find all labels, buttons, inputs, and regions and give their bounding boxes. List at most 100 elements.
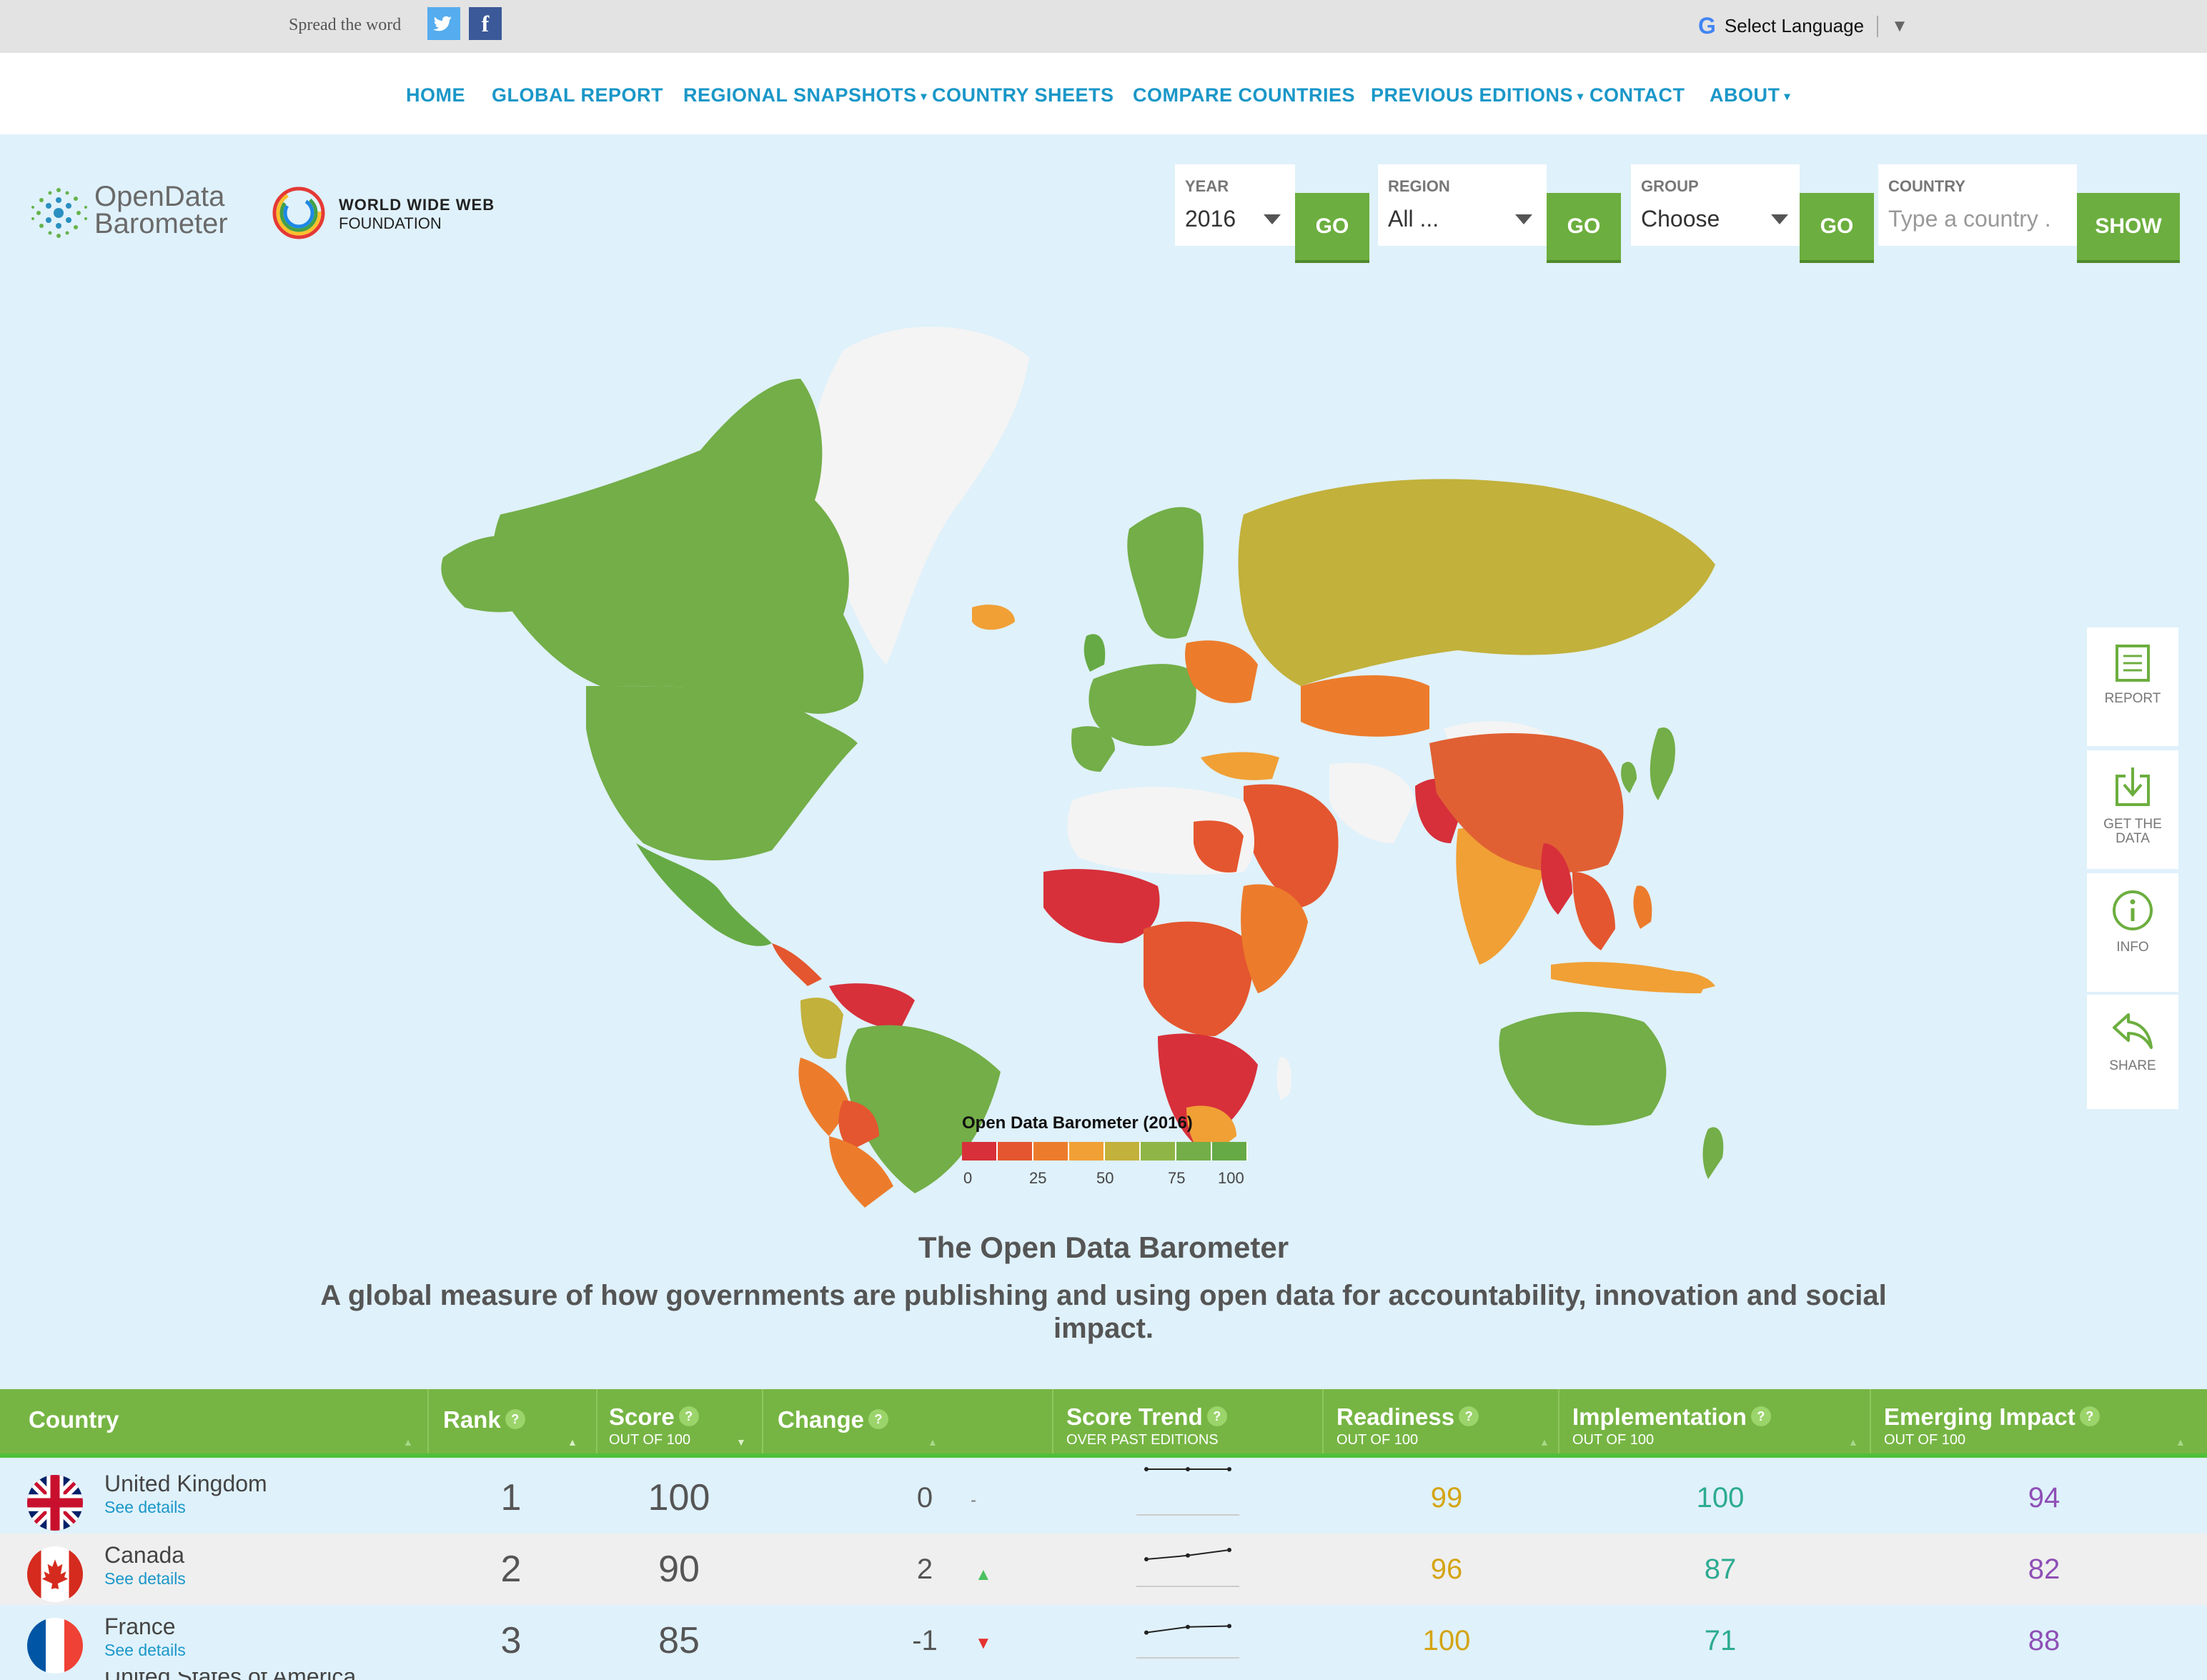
nav-global-report[interactable]: GLOBAL REPORT: [492, 84, 664, 106]
group-go-button[interactable]: GO: [1800, 193, 1874, 260]
map-eastern-europe[interactable]: [1185, 640, 1258, 703]
map-new-zealand[interactable]: [1702, 1127, 1724, 1179]
nav-country-sheets[interactable]: COUNTRY SHEETS: [932, 84, 1114, 106]
nav-home[interactable]: HOME: [406, 84, 465, 106]
info-button[interactable]: INFO: [2087, 873, 2178, 992]
map-western-europe[interactable]: [1088, 664, 1196, 746]
map-usa[interactable]: [586, 686, 858, 860]
map-southeast-asia[interactable]: [1572, 872, 1615, 950]
table-row[interactable]: Canada See details 2 90 2 ▲ 96 87 82: [0, 1534, 2207, 1605]
map-korea[interactable]: [1621, 762, 1637, 793]
web-foundation-logo[interactable]: WORLD WIDE WEB FOUNDATION: [270, 183, 506, 243]
map-kazakhstan[interactable]: [1301, 675, 1429, 737]
get-the-data-button[interactable]: GET THE DATA: [2087, 750, 2178, 869]
country-name[interactable]: France: [104, 1614, 176, 1639]
sort-icon[interactable]: ▲: [567, 1436, 577, 1448]
map-uk[interactable]: [1083, 634, 1106, 672]
map-new-guinea[interactable]: [1658, 970, 1715, 993]
table-row[interactable]: France See details 3 85 -1 ▼ 100 71 88: [0, 1605, 2207, 1676]
map-scandinavia[interactable]: [1127, 507, 1204, 639]
map-middle-east[interactable]: [1244, 784, 1339, 908]
world-map[interactable]: [400, 300, 1837, 1208]
header-readiness[interactable]: Readiness? OUT OF 100: [1336, 1403, 1479, 1448]
country-name[interactable]: United Kingdom: [104, 1471, 267, 1496]
sort-icon[interactable]: ▲: [1848, 1436, 1858, 1448]
map-turkey[interactable]: [1201, 752, 1279, 780]
map-australia[interactable]: [1499, 1012, 1667, 1125]
country-search-field[interactable]: COUNTRY Type a country .: [1878, 164, 2077, 246]
map-west-africa[interactable]: [1043, 869, 1160, 943]
map-egypt[interactable]: [1194, 820, 1244, 873]
map-iran[interactable]: [1329, 762, 1415, 843]
share-button[interactable]: SHARE: [2087, 995, 2178, 1109]
country-input-placeholder[interactable]: Type a country .: [1888, 206, 2051, 232]
region-select[interactable]: REGION All ...: [1378, 164, 1547, 246]
map-mexico[interactable]: [636, 843, 772, 946]
nav-compare-countries[interactable]: COMPARE COUNTRIES: [1133, 84, 1356, 106]
year-go-button[interactable]: GO: [1295, 193, 1369, 260]
map-philippines[interactable]: [1633, 885, 1652, 929]
region-go-button[interactable]: GO: [1547, 193, 1621, 260]
see-details-link[interactable]: See details: [104, 1641, 186, 1659]
map-brazil[interactable]: [845, 1025, 1001, 1193]
map-canada[interactable]: [492, 379, 864, 714]
country-name[interactable]: Canada: [104, 1542, 185, 1568]
map-myanmar[interactable]: [1541, 843, 1572, 915]
show-country-button[interactable]: SHOW: [2077, 193, 2180, 260]
language-selector[interactable]: G Select Language ▼: [1698, 13, 1908, 39]
map-japan[interactable]: [1650, 727, 1675, 800]
map-bolivia[interactable]: [838, 1100, 879, 1150]
help-icon[interactable]: ?: [1750, 1406, 1771, 1426]
sort-icon[interactable]: ▲: [928, 1436, 938, 1448]
help-icon[interactable]: ?: [678, 1406, 699, 1426]
twitter-share-button[interactable]: [427, 7, 460, 40]
sort-icon[interactable]: ▲: [2176, 1436, 2186, 1448]
map-central-america[interactable]: [772, 943, 822, 986]
map-venezuela[interactable]: [829, 983, 915, 1029]
header-rank[interactable]: Rank?: [443, 1406, 525, 1433]
sort-icon[interactable]: ▲: [1539, 1436, 1549, 1448]
open-data-barometer-logo[interactable]: OpenData Barometer: [30, 182, 237, 240]
help-icon[interactable]: ?: [1459, 1406, 1479, 1426]
map-east-africa[interactable]: [1241, 884, 1308, 993]
header-country[interactable]: Country: [29, 1406, 119, 1433]
nav-previous-editions[interactable]: PREVIOUS EDITIONS ▾: [1371, 84, 1584, 106]
see-details-link[interactable]: See details: [104, 1498, 186, 1516]
sort-icon[interactable]: ▲: [403, 1436, 413, 1448]
nav-about[interactable]: ABOUT ▾: [1710, 84, 1791, 106]
map-china[interactable]: [1429, 733, 1624, 873]
map-peru[interactable]: [798, 1058, 850, 1136]
country-name[interactable]: United States of America: [104, 1672, 356, 1680]
report-button[interactable]: REPORT: [2087, 627, 2178, 746]
map-alaska[interactable]: [441, 535, 543, 612]
header-emerging-impact[interactable]: Emerging Impact? OUT OF 100: [1884, 1403, 2100, 1448]
group-select[interactable]: GROUP Choose: [1631, 164, 1800, 246]
map-central-africa[interactable]: [1144, 921, 1253, 1036]
facebook-share-button[interactable]: f: [469, 7, 502, 40]
help-icon[interactable]: ?: [1206, 1406, 1227, 1426]
map-greenland[interactable]: [810, 327, 1029, 665]
map-russia[interactable]: [1238, 479, 1716, 686]
map-colombia[interactable]: [800, 998, 843, 1059]
region-value: All ...: [1388, 206, 1439, 232]
help-icon[interactable]: ?: [2079, 1406, 2100, 1426]
legend-tick: 75: [1168, 1169, 1186, 1187]
table-row[interactable]: United Kingdom See details 1 100 0 - 99 …: [0, 1462, 2207, 1534]
help-icon[interactable]: ?: [505, 1409, 525, 1429]
header-implementation[interactable]: Implementation? OUT OF 100: [1572, 1403, 1771, 1448]
map-iceland[interactable]: [972, 605, 1015, 630]
help-icon[interactable]: ?: [868, 1409, 889, 1429]
header-score-trend[interactable]: Score Trend? OVER PAST EDITIONS: [1066, 1403, 1227, 1448]
header-change[interactable]: Change?: [778, 1406, 889, 1433]
map-southern-africa[interactable]: [1158, 1033, 1258, 1143]
sort-icon[interactable]: ▼: [736, 1436, 746, 1448]
nav-contact[interactable]: CONTACT: [1589, 84, 1685, 106]
map-iberia[interactable]: [1071, 726, 1115, 772]
table-row[interactable]: United States of America: [0, 1672, 2207, 1680]
map-argentina[interactable]: [829, 1136, 893, 1208]
year-select[interactable]: YEAR 2016: [1175, 164, 1295, 246]
header-score[interactable]: Score? OUT OF 100: [609, 1403, 699, 1448]
map-madagascar[interactable]: [1276, 1057, 1291, 1100]
see-details-link[interactable]: See details: [104, 1569, 186, 1588]
nav-regional-snapshots[interactable]: REGIONAL SNAPSHOTS ▾: [683, 84, 928, 106]
